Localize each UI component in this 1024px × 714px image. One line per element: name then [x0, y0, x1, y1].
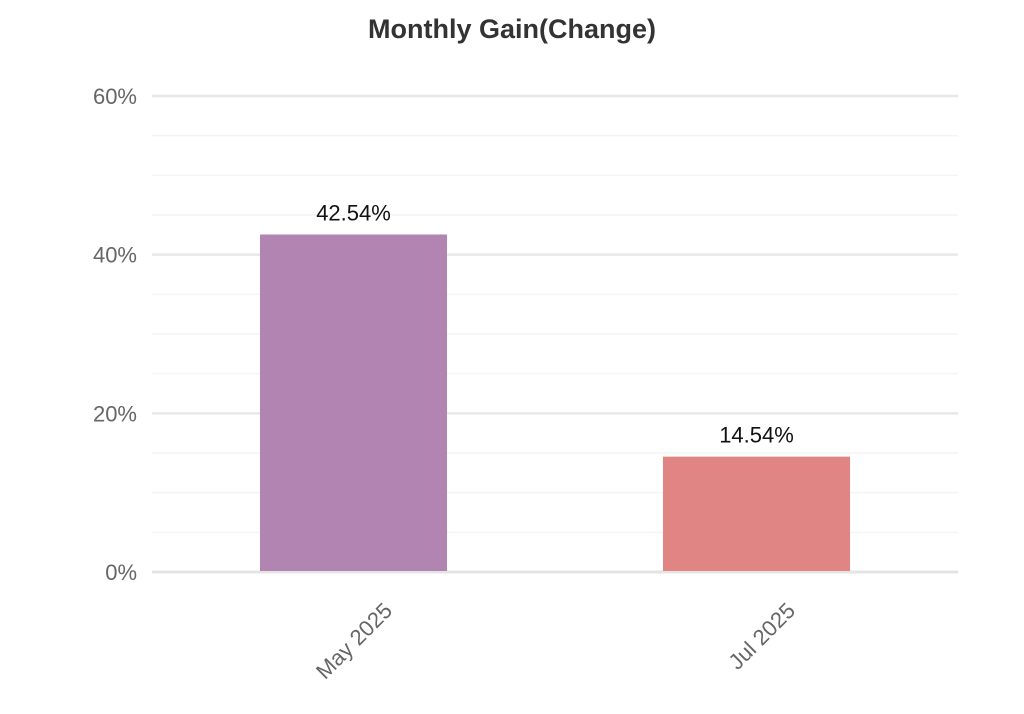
- x-axis-tick-labels: May 2025 Jul 2025: [311, 598, 800, 684]
- bars: [260, 234, 850, 572]
- x-tick-label: May 2025: [311, 598, 397, 684]
- x-tick-label: Jul 2025: [724, 598, 801, 675]
- y-tick-label: 60%: [93, 84, 137, 109]
- y-tick-label: 40%: [93, 243, 137, 268]
- bar-data-label: 42.54%: [316, 201, 391, 226]
- bar-data-label: 14.54%: [719, 423, 794, 448]
- y-axis-tick-labels: 0% 20% 40% 60%: [93, 84, 137, 585]
- y-tick-label: 20%: [93, 401, 137, 426]
- bar: [663, 456, 850, 571]
- data-labels: 42.54% 14.54%: [316, 201, 794, 448]
- y-tick-label: 0%: [105, 560, 137, 585]
- bar: [260, 234, 447, 572]
- chart-title: Monthly Gain(Change): [368, 14, 656, 44]
